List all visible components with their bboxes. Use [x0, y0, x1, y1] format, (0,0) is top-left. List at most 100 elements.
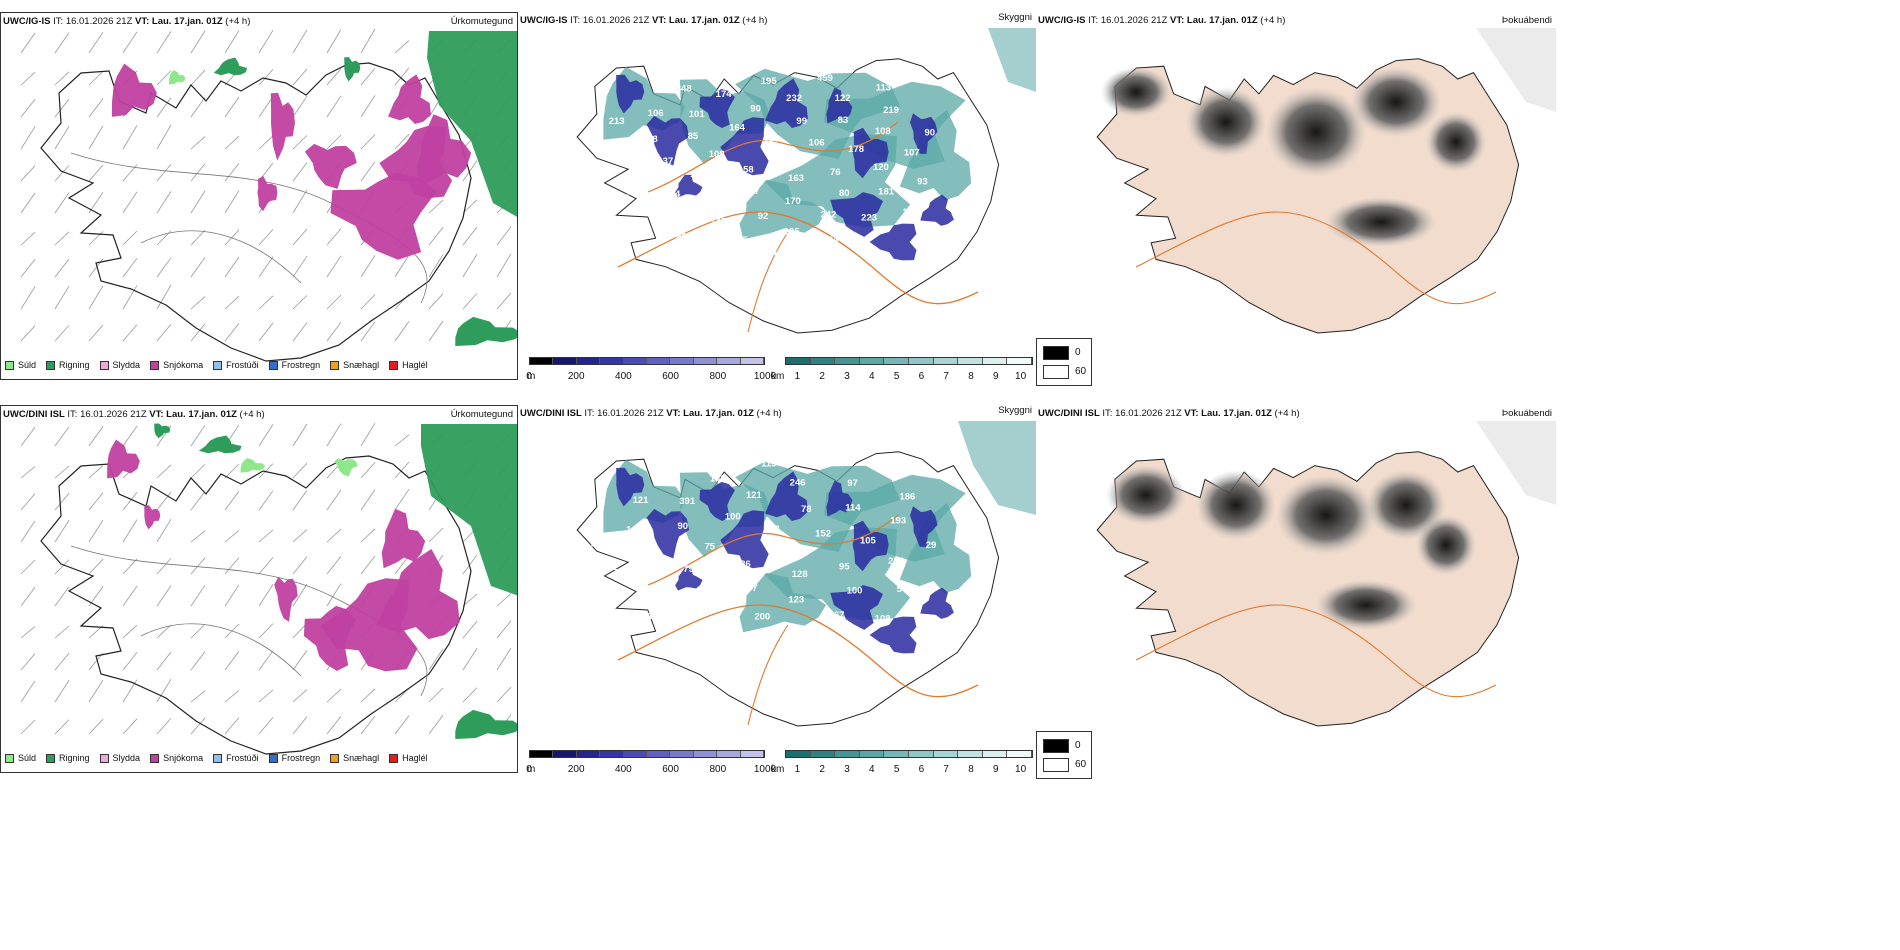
- ceiling-value-label: 108: [875, 614, 891, 625]
- wind-barb: [20, 71, 36, 86]
- ceiling-value-label: 89: [676, 232, 687, 243]
- colorbar-cell: [600, 358, 624, 364]
- snow-area: [257, 176, 278, 212]
- wind-barb: [292, 529, 308, 543]
- contour-line: [140, 623, 302, 677]
- wind-barb: [156, 124, 172, 150]
- ceiling-value-label: 121: [633, 495, 650, 506]
- snow-area: [388, 74, 431, 124]
- rain-area: [455, 316, 517, 346]
- road-line: [1135, 604, 1497, 698]
- legend-label: Frostúði: [226, 753, 259, 763]
- ceiling-value-label: 100: [725, 511, 741, 522]
- wind-barb: [190, 136, 206, 150]
- snow-area: [274, 576, 298, 622]
- wind-barb: [428, 227, 444, 246]
- wind-barb: [54, 559, 70, 575]
- colorbar-tick: 10: [1015, 764, 1027, 775]
- ceiling-value-label: 181: [878, 187, 895, 198]
- legend-label: Frostregn: [281, 753, 321, 763]
- wind-barb: [258, 529, 274, 543]
- colorbar-tick: 3: [844, 764, 850, 775]
- colorbar-tick: 200: [567, 764, 585, 775]
- colorbar-cell: [859, 358, 885, 364]
- colorbar-cell: [958, 751, 983, 757]
- colorbar-tick: 0: [526, 371, 532, 382]
- fog-area: [1426, 112, 1486, 172]
- wind-barb: [224, 30, 240, 54]
- colorbar-tick: 400: [615, 371, 632, 382]
- wind-barb: [20, 466, 36, 479]
- wind-barb: [326, 228, 342, 246]
- ceiling-value-label: 128: [763, 134, 779, 145]
- colorbar-tick: 4: [869, 371, 875, 382]
- fog-low-label: 60: [1075, 366, 1087, 377]
- legend-item: Haglél: [389, 360, 428, 370]
- legend-label: Snæhagl: [343, 360, 380, 370]
- wind-barb: [156, 70, 172, 86]
- wind-barb: [326, 68, 342, 86]
- legend-item: Súld: [5, 360, 36, 370]
- wind-barb: [292, 556, 308, 575]
- fog-area: [1106, 465, 1186, 525]
- ceiling-value-label: 65: [619, 193, 630, 204]
- wind-barb: [20, 165, 36, 182]
- wind-barb: [394, 321, 410, 342]
- fog-high-swatch: [1043, 346, 1069, 360]
- ceiling-area: [869, 223, 917, 261]
- fog-panel-top: UWC/IG-IS IT: 16.01.2026 21Z VT: Lau. 17…: [1036, 12, 1556, 380]
- road-line: [1135, 211, 1497, 305]
- ceiling-value-label: 155: [661, 211, 678, 222]
- wind-barb: [224, 135, 240, 150]
- wind-barb: [292, 490, 308, 511]
- wind-barb: [156, 163, 172, 182]
- panel-header: UWC/IG-IS IT: 16.01.2026 21Z VT: Lau. 17…: [520, 15, 768, 26]
- ceiling-value-label: 178: [848, 144, 864, 155]
- ceiling-value-label: 107: [904, 148, 920, 159]
- ceiling-value-label: 101: [689, 109, 706, 120]
- legend-swatch: [46, 360, 56, 370]
- fog-high-label: 0: [1075, 347, 1081, 358]
- wind-barb: [156, 518, 172, 543]
- legend-swatch: [150, 753, 160, 763]
- wind-barb: [292, 650, 308, 671]
- field-title: Úrkomutegund: [450, 409, 513, 420]
- precip-map: [20, 422, 517, 755]
- contour-line: [70, 152, 428, 304]
- wind-barb: [190, 229, 206, 246]
- legend-swatch: [213, 360, 223, 370]
- wind-barb: [54, 586, 70, 607]
- legend-item: Frostregn: [268, 753, 321, 763]
- wind-barb: [190, 97, 206, 118]
- fog-area: [1276, 475, 1376, 555]
- legend-item: Snjókoma: [150, 360, 203, 370]
- wind-barb: [360, 688, 376, 703]
- wind-barb: [394, 488, 410, 511]
- colorbar-cell: [884, 751, 909, 757]
- wind-barb: [20, 231, 36, 246]
- wind-barb: [258, 96, 274, 118]
- ceiling-value-label: 232: [786, 93, 802, 104]
- ceiling-value-label: 107: [742, 583, 758, 594]
- precip-map: [20, 28, 517, 362]
- colorbar-cell: [553, 358, 577, 364]
- panel-header: UWC/IG-IS IT: 16.01.2026 21Z VT: Lau. 17…: [1038, 15, 1286, 26]
- ceiling-area: [765, 471, 808, 521]
- wind-barb: [496, 226, 512, 246]
- ceiling-value-label: 220: [652, 587, 668, 598]
- wind-barb: [292, 95, 308, 118]
- wind-barb: [88, 718, 104, 735]
- ceiling-value-label: 163: [788, 173, 804, 184]
- wind-barb: [156, 718, 172, 735]
- wind-barb: [20, 493, 36, 511]
- colorbar-tick: 1: [794, 371, 801, 382]
- legend-label: Snjókoma: [163, 360, 204, 370]
- colorbar-tick: 800: [709, 371, 727, 382]
- rain-area: [334, 458, 358, 477]
- ceiling-value-label: 78: [801, 504, 812, 515]
- colorbar-cell: [1007, 751, 1032, 757]
- fog-low-swatch: [1043, 365, 1069, 379]
- visibility-area: [739, 572, 827, 633]
- legend-swatch: [99, 360, 109, 370]
- wind-barb: [258, 490, 274, 511]
